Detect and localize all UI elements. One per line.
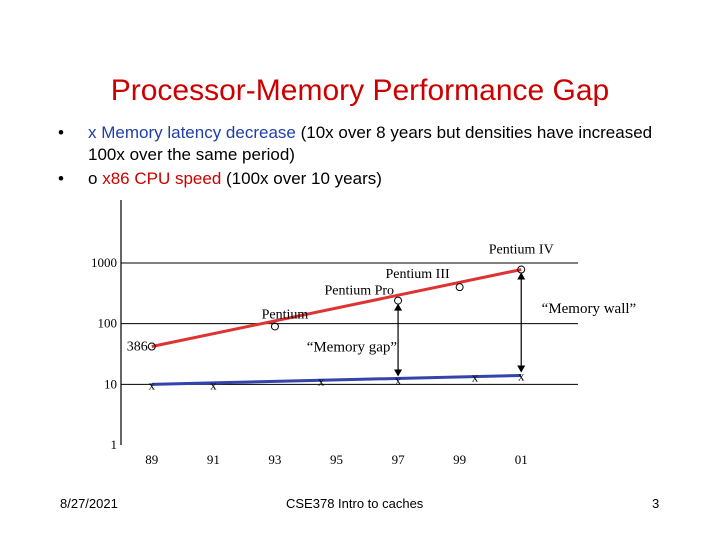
y-tick-label: 1000 [91, 255, 117, 270]
memory-gap-annotation: “Memory gap” [307, 339, 397, 355]
bullet-marker: • [58, 123, 64, 142]
cpu-symbol: o [88, 169, 98, 188]
y-tick-label: 100 [98, 316, 118, 331]
bullet-marker: • [58, 169, 64, 188]
cpu-data-point [147, 342, 156, 351]
gap-arrow-head-top [517, 272, 526, 280]
x-tick-label: 01 [515, 452, 528, 467]
footer-course: CSE378 Intro to caches [286, 496, 424, 511]
y-tick-label: 1 [111, 437, 118, 452]
x-tick-label: 91 [207, 452, 220, 467]
memory-latency-line [151, 373, 522, 386]
memory-data-point: x [518, 368, 525, 383]
memory-data-point: x [149, 377, 156, 392]
cpu-data-point [455, 283, 464, 292]
y-tick-label: 10 [104, 376, 117, 391]
cpu-point-label: Pentium Pro [324, 284, 394, 299]
memory-data-point: x [318, 374, 325, 389]
memory-wall-annotation: “Memory wall” [542, 301, 637, 317]
bullet-list: • x Memory latency decrease (10x over 8 … [58, 122, 678, 192]
x-tick-label: 89 [145, 452, 158, 467]
cpu-speed-line [151, 268, 522, 348]
footer-date: 8/27/2021 [60, 496, 118, 511]
bullet-cpu: • o x86 CPU speed (100x over 10 years) [58, 168, 678, 190]
footer-page-number: 3 [652, 496, 660, 511]
x-tick-label: 99 [453, 452, 466, 467]
memory-highlight: Memory latency decrease [101, 123, 296, 142]
cpu-point-label: Pentium IV [489, 243, 554, 258]
x-tick-label: 97 [392, 452, 406, 467]
memory-data-point: x [395, 373, 402, 388]
memory-symbol: x [88, 123, 97, 142]
gap-arrow-head-bottom [394, 369, 403, 377]
cpu-point-label: Pentium [262, 307, 309, 322]
slide-title: Processor-Memory Performance Gap [110, 74, 610, 107]
cpu-point-label: Pentium III [385, 267, 449, 282]
x-tick-label: 93 [268, 452, 281, 467]
memory-data-point: x [210, 377, 217, 392]
cpu-data-point [270, 322, 279, 331]
cpu-highlight: x86 CPU speed [102, 169, 222, 188]
memory-data-point: x [472, 369, 479, 384]
memory-detail: (10x over 8 years but densities have inc… [88, 123, 653, 164]
x-tick-label: 95 [330, 452, 343, 467]
cpu-point-label: 386 [127, 340, 148, 355]
bullet-memory: • x Memory latency decrease (10x over 8 … [58, 122, 678, 166]
cpu-detail: (100x over 10 years) [221, 169, 382, 188]
cpu-data-point [394, 296, 403, 305]
gap-arrow-head-top [394, 303, 403, 311]
gap-arrow-head-bottom [517, 365, 526, 373]
